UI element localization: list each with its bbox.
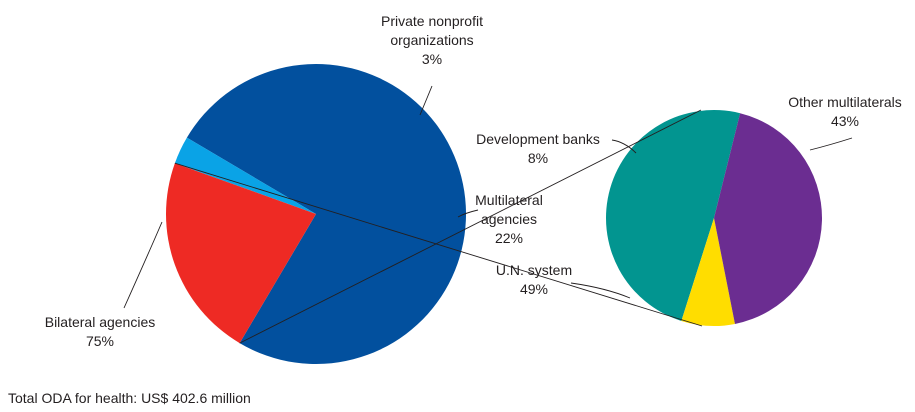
private-nonprofit-label: organizations <box>390 32 473 48</box>
leader-private <box>419 85 433 116</box>
bilateral-agencies-percent-label: 75% <box>86 333 114 349</box>
leader-other-multilaterals <box>809 137 853 151</box>
leader-un-system <box>570 282 631 299</box>
connector-line-bottom <box>174 162 703 327</box>
chart-footnote: Total ODA for health: US$ 402.6 million <box>8 390 251 406</box>
u-n-system-label: U.N. system <box>496 262 572 278</box>
main-pie <box>166 64 467 364</box>
detail-pie <box>606 110 823 326</box>
pie-slice-other-multilaterals <box>714 113 823 324</box>
pie-slice-development-banks <box>681 218 735 326</box>
development-banks-percent-label: 8% <box>528 150 548 166</box>
connector-line-top <box>239 109 702 344</box>
leader-multilateral <box>457 209 479 218</box>
other-multilaterals-label: Other multilaterals <box>788 94 902 110</box>
leader-development-banks <box>611 139 637 154</box>
leader-bilateral <box>123 221 163 309</box>
multilateral-label: agencies <box>481 211 537 227</box>
pie-slice-u-n-system <box>606 110 741 321</box>
multilateral-percent-label: 22% <box>495 230 523 246</box>
connector-lines <box>174 109 703 344</box>
leader-lines <box>123 85 853 309</box>
bilateral-agencies-label: Bilateral agencies <box>45 314 156 330</box>
development-banks-label: Development banks <box>476 131 600 147</box>
private-nonprofit-percent-label: 3% <box>422 51 442 67</box>
multilateral-label: Multilateral <box>475 192 543 208</box>
other-multilaterals-percent-label: 43% <box>831 113 859 129</box>
pie-slice-multilateral <box>166 163 316 344</box>
pie-slice-bilateral-agencies <box>186 64 467 364</box>
private-nonprofit-label: Private nonprofit <box>381 13 483 29</box>
u-n-system-percent-label: 49% <box>520 281 548 297</box>
pie-slice-private-nonprofit <box>174 137 316 214</box>
slice-labels: Bilateral agencies 75% Private nonprofit or… <box>45 13 902 349</box>
